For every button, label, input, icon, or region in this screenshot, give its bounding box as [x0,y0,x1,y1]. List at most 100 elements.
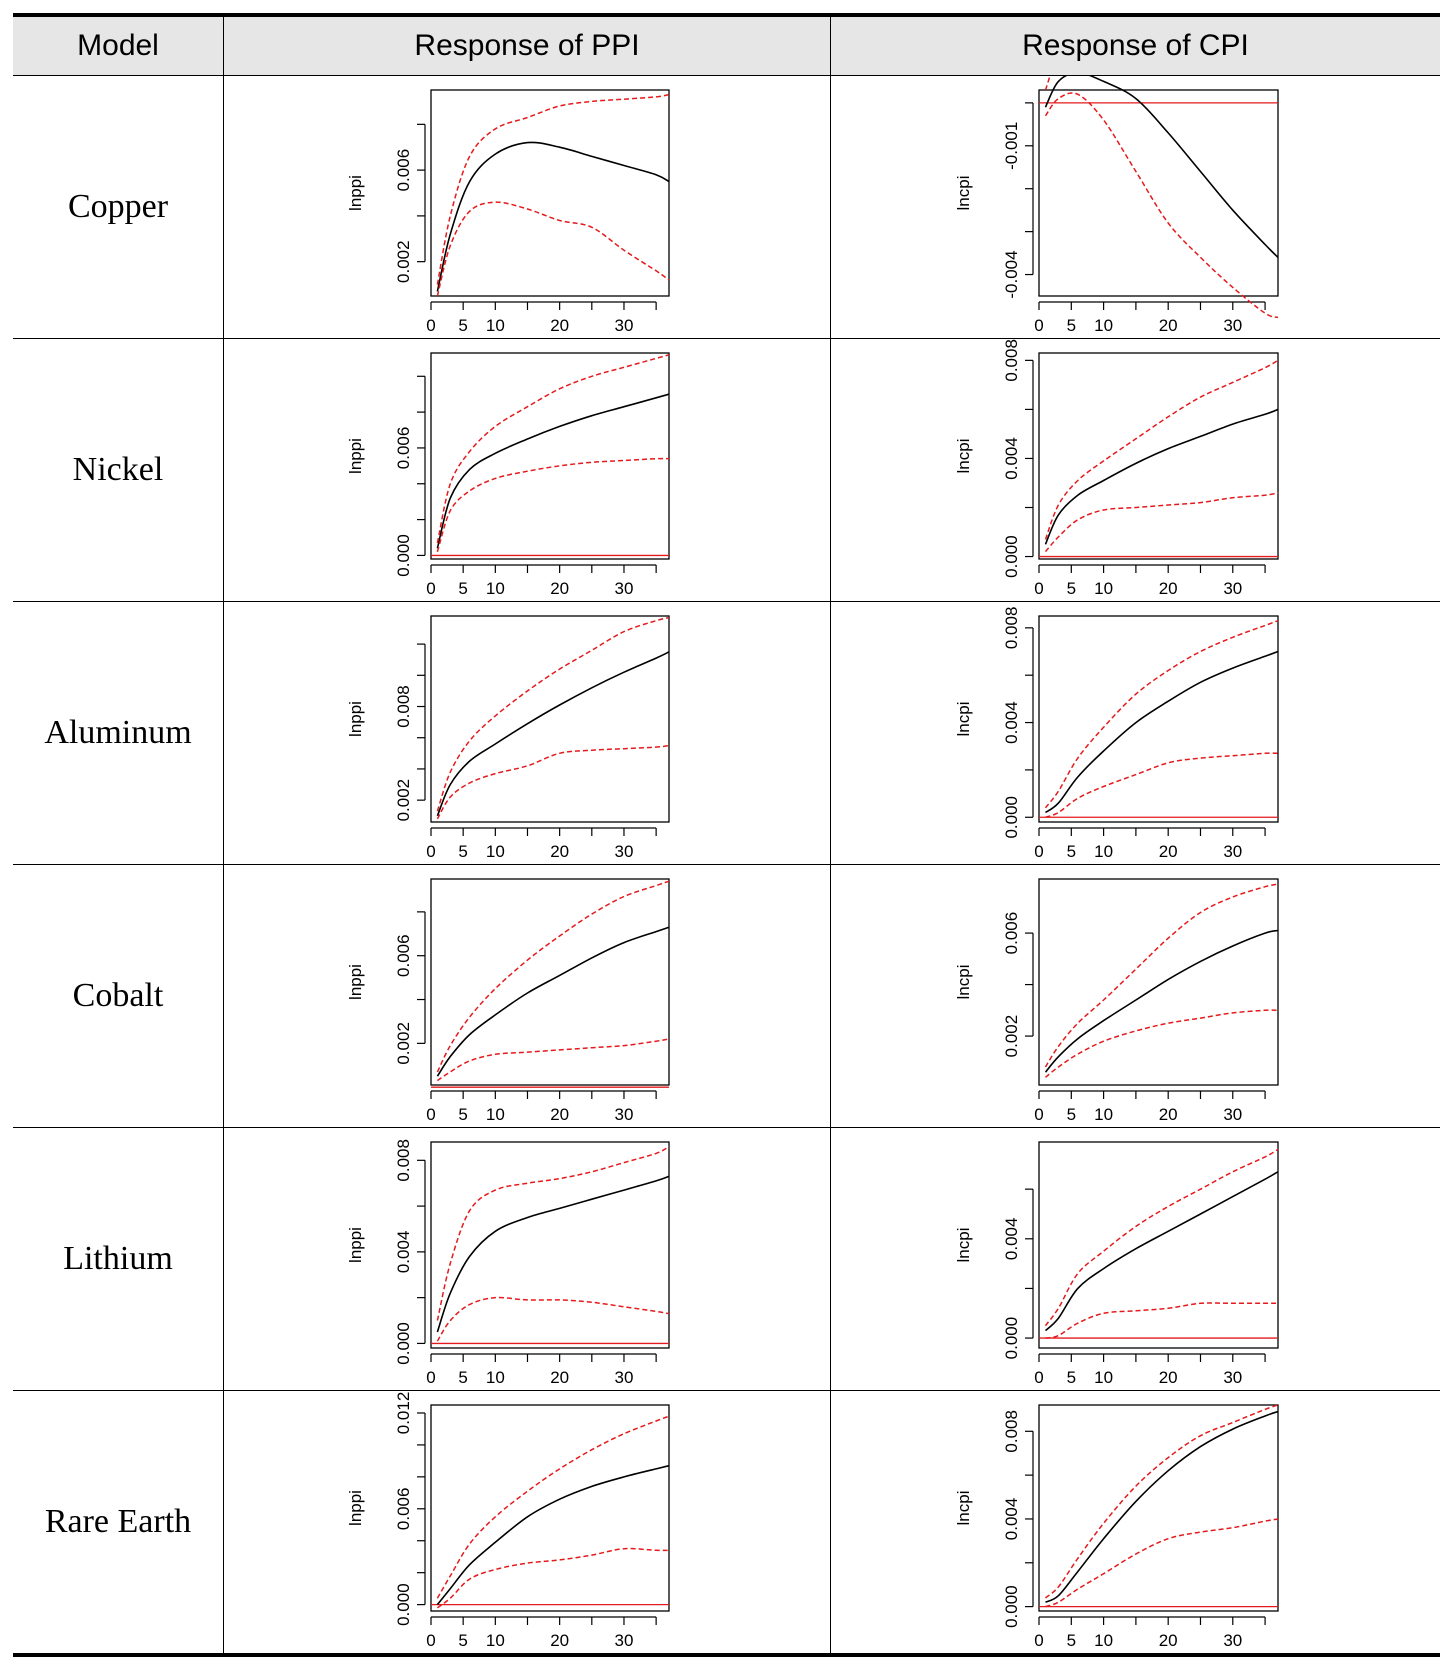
x-tick-label: 10 [1094,579,1113,598]
x-tick-label: 5 [1067,579,1076,598]
x-tick-label: 30 [615,579,634,598]
x-tick-label: 5 [1067,1105,1076,1124]
x-axis: 0 5 10 20 30 [1034,1353,1266,1387]
y-axis-title: lncpi [954,176,973,211]
x-tick-label: 30 [1223,579,1242,598]
x-tick-label: 0 [1034,1631,1043,1650]
x-tick-label: 5 [458,579,467,598]
y-tick-label: 0.008 [1002,339,1021,382]
x-tick-label: 30 [615,1368,634,1387]
y-axis-title: lncpi [954,1228,973,1263]
x-tick-label: 10 [1094,842,1113,861]
lower-band-line [1045,1518,1279,1608]
lower-band-line [436,201,670,297]
ppi-cell: 0 5 10 20 30 0.000 0.006 0.012 lnppi [223,1390,831,1655]
lower-band-line [436,1038,670,1082]
table-row: Copper 0 5 10 20 30 0.002 0.006 lnppi 0 5 10 20 30 -… [13,75,1440,339]
y-axis: 0.000 0.004 [1002,1188,1034,1359]
x-tick-label: 0 [426,1631,435,1650]
table-row: Aluminum 0 5 10 20 30 0.002 0.008 lnppi 0 5 10 20 3… [13,601,1440,865]
upper-band-line [436,616,670,812]
ppi-cell: 0 5 10 20 30 0.002 0.006 lnppi [223,75,831,339]
x-tick-label: 10 [486,1631,505,1650]
x-axis: 0 5 10 20 30 [426,301,657,335]
y-tick-label: 0.002 [394,1022,413,1065]
y-tick-label: 0.004 [1002,1218,1021,1261]
y-tick-label: 0.004 [394,1231,413,1274]
y-axis-title: lnppi [346,175,365,211]
x-tick-label: 20 [550,579,569,598]
y-tick-label: -0.004 [1002,250,1021,298]
x-tick-label: 0 [426,1105,435,1124]
x-axis: 0 5 10 20 30 [1034,827,1266,861]
plot-frame [1038,89,1279,297]
upper-band-line [1044,883,1279,1068]
y-axis-title: lnppi [346,964,365,1000]
y-axis: 0.000 0.004 0.008 [1002,1410,1034,1628]
y-tick-label: 0.008 [1002,607,1021,650]
irf-table: Model Response of PPI Response of CPI Co… [13,13,1440,1657]
cpi-cell: 0 5 10 20 30 0.000 0.004 0.008 lncpi [831,1391,1441,1656]
y-axis: 0.002 0.008 [394,643,426,821]
x-tick-label: 0 [426,316,435,335]
model-name: Copper [13,75,224,339]
upper-band-line [436,1415,670,1599]
x-tick-label: 10 [486,1368,505,1387]
lower-band-line [436,744,670,820]
x-tick-label: 10 [486,842,505,861]
chart-ppi-cobalt: 0 5 10 20 30 0.002 0.006 lnppi [346,878,670,1124]
x-tick-label: 0 [426,1368,435,1387]
x-tick-label: 20 [550,316,569,335]
x-tick-label: 10 [1094,1631,1113,1650]
x-tick-label: 10 [1094,1105,1113,1124]
x-tick-label: 30 [615,316,634,335]
x-tick-label: 5 [1067,316,1076,335]
lower-band-line [1044,92,1279,319]
y-axis: 0.002 0.006 [1002,912,1034,1057]
x-axis: 0 5 10 20 30 [426,827,657,861]
chart-cpi-lithium: 0 5 10 20 30 0.000 0.004 lncpi [954,1141,1279,1387]
y-tick-label: 0.012 [394,1392,413,1435]
x-tick-label: 5 [458,842,467,861]
chart-cpi-copper: 0 5 10 20 30 -0.004 -0.001 lncpi [954,76,1279,335]
irf-line [1044,1171,1279,1332]
x-tick-label: 20 [550,1368,569,1387]
cpi-cell: 0 5 10 20 30 -0.004 -0.001 lncpi [830,75,1440,339]
x-tick-label: 20 [1159,1631,1178,1650]
y-tick-label: 0.006 [394,1488,413,1531]
irf-line [1044,76,1279,258]
x-axis: 0 5 10 20 30 [1034,1090,1266,1124]
irf-line [1045,650,1279,814]
plot-frame [430,352,670,560]
x-tick-label: 30 [615,1105,634,1124]
y-tick-label: 0.002 [394,240,413,283]
irf-line [436,926,670,1077]
header-cpi: Response of CPI [830,15,1440,76]
header-ppi: Response of PPI [223,15,831,76]
irf-line [436,141,670,292]
x-tick-label: 30 [1223,1631,1242,1650]
chart-cpi-cobalt: 0 5 10 20 30 0.002 0.006 lncpi [954,878,1279,1124]
y-tick-label: 0.000 [1002,1585,1021,1628]
upper-band-line [1044,359,1279,540]
cpi-cell: 0 5 10 20 30 0.000 0.004 0.008 lncpi [830,601,1440,865]
x-tick-label: 30 [1223,316,1242,335]
x-tick-label: 20 [1159,1105,1178,1124]
y-tick-label: 0.008 [1002,1410,1021,1453]
x-tick-label: 30 [615,1631,634,1650]
y-axis-title: lnppi [346,701,365,737]
y-axis: 0.000 0.006 0.012 [394,1392,426,1626]
x-tick-label: 30 [1223,842,1242,861]
upper-band-line [436,93,670,285]
irf-line [436,651,670,817]
y-axis-title: lnppi [346,1227,365,1263]
y-axis: 0.002 0.006 [394,123,426,283]
plot-frame [430,878,670,1086]
x-tick-label: 5 [458,316,467,335]
upper-band-line [1044,1148,1279,1327]
model-name: Aluminum [13,601,224,865]
y-tick-label: 0.006 [394,427,413,470]
irf-line [436,393,670,549]
x-tick-label: 0 [1034,1368,1043,1387]
lower-band-line [436,1547,670,1609]
